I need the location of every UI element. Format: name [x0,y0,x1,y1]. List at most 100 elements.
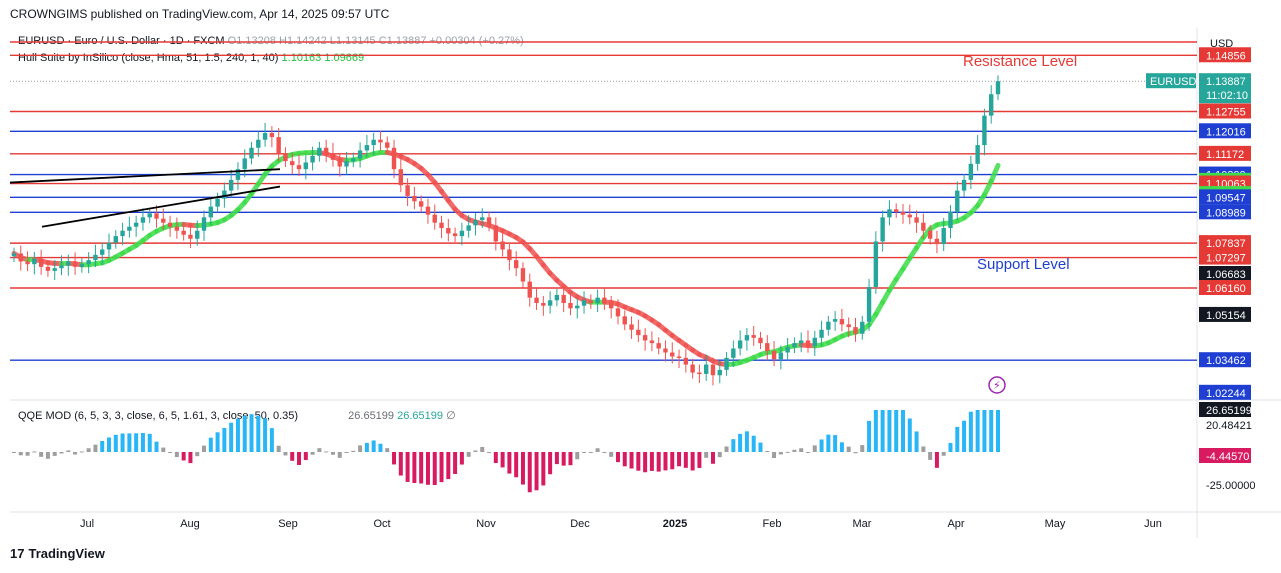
candle[interactable] [364,145,370,151]
candle[interactable] [907,214,912,218]
candle[interactable] [161,218,166,223]
candle[interactable] [989,94,994,116]
candle[interactable] [493,225,499,242]
candle[interactable] [167,222,173,227]
candle[interactable] [45,266,51,271]
candle[interactable] [805,340,811,346]
candle[interactable] [568,302,573,309]
candle[interactable] [486,217,492,226]
candle[interactable] [934,238,940,245]
candle[interactable] [914,217,919,223]
candle[interactable] [290,161,295,166]
candle[interactable] [636,329,641,336]
candle[interactable] [520,268,526,282]
candle[interactable] [900,211,906,215]
candle[interactable] [127,226,132,231]
candle[interactable] [174,226,180,231]
candle[interactable] [744,335,750,341]
candle[interactable] [276,137,281,154]
candle[interactable] [452,233,458,237]
candle[interactable] [955,190,960,212]
candle[interactable] [215,198,220,207]
candle[interactable] [771,351,777,360]
candle[interactable] [59,265,64,269]
candle[interactable] [737,340,743,349]
candle[interactable] [86,260,91,265]
candle[interactable] [500,241,505,250]
candle[interactable] [32,258,37,265]
candle[interactable] [18,253,23,262]
candle[interactable] [52,268,57,271]
candle[interactable] [283,153,288,162]
candle[interactable] [11,253,17,257]
candle[interactable] [799,340,804,344]
candle[interactable] [731,348,736,358]
candle[interactable] [405,185,410,196]
trendline-upper[interactable] [9,168,281,184]
candle[interactable] [466,225,471,231]
candle[interactable] [792,343,797,348]
candle[interactable] [710,364,716,376]
candle[interactable] [357,150,363,159]
candle[interactable] [147,213,152,218]
candle[interactable] [812,337,817,346]
candle[interactable] [649,340,655,344]
candle[interactable] [140,217,146,223]
candle[interactable] [480,217,485,221]
candle[interactable] [296,165,302,170]
candle[interactable] [765,343,770,352]
candle[interactable] [975,145,980,164]
candle[interactable] [337,159,342,167]
candle[interactable] [982,115,987,146]
candle[interactable] [208,206,213,218]
candle[interactable] [697,372,702,375]
candle[interactable] [894,209,899,212]
candle[interactable] [581,300,587,306]
candle[interactable] [93,254,98,261]
candle[interactable] [663,348,668,353]
candle[interactable] [785,347,790,353]
candle[interactable] [948,211,953,229]
candle[interactable] [25,261,30,265]
candle[interactable] [181,230,186,235]
candle[interactable] [249,147,254,159]
candle[interactable] [832,319,838,322]
candle[interactable] [242,158,247,170]
candle[interactable] [256,139,261,148]
candle[interactable] [968,163,974,180]
candle[interactable] [541,302,546,306]
candle[interactable] [412,195,417,202]
candle[interactable] [106,242,112,250]
tradingview-branding[interactable]: 17 TradingView [10,546,105,561]
candle[interactable] [670,352,675,357]
candle[interactable] [120,230,125,237]
candle[interactable] [676,356,682,359]
candle[interactable] [66,261,71,266]
candle[interactable] [310,155,315,163]
symbol-legend[interactable]: EURUSD · Euro / U.S. Dollar · 1D · FXCM … [18,35,524,47]
candle[interactable] [507,249,512,261]
candle[interactable] [866,286,872,322]
candle[interactable] [778,352,784,360]
candle[interactable] [391,147,397,170]
candle[interactable] [703,364,709,374]
candle[interactable] [113,236,118,243]
candle[interactable] [398,169,404,186]
candle[interactable] [269,133,275,138]
candle[interactable] [588,300,594,303]
candle[interactable] [432,214,437,223]
candle[interactable] [751,335,756,338]
candle[interactable] [602,297,607,303]
candle[interactable] [344,161,349,167]
candle[interactable] [317,147,322,156]
candle[interactable] [330,153,336,160]
candle[interactable] [961,179,967,191]
candle[interactable] [547,300,553,306]
candle[interactable] [615,308,621,317]
candle[interactable] [608,302,614,309]
candle[interactable] [622,316,627,325]
candle[interactable] [228,179,234,191]
candle[interactable] [927,230,933,239]
candle[interactable] [826,321,831,330]
